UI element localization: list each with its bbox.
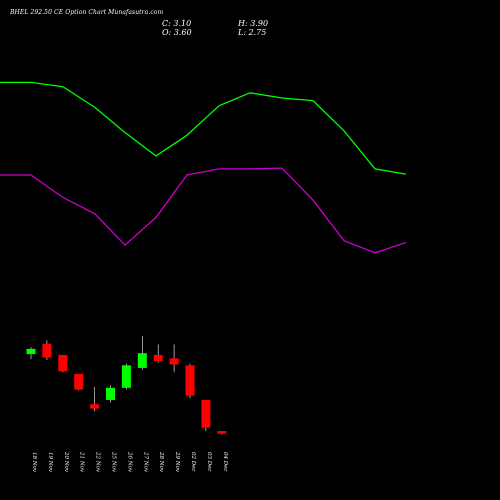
candle-up bbox=[26, 348, 36, 355]
high-value: H: 3.90 bbox=[238, 19, 269, 28]
candle-down bbox=[169, 358, 179, 365]
x-tick-label: 04 Dec bbox=[222, 452, 228, 472]
candle-down bbox=[42, 343, 52, 358]
candle-down bbox=[58, 354, 68, 372]
candle-down bbox=[201, 399, 211, 428]
candle-down bbox=[217, 431, 227, 434]
candle-down bbox=[153, 354, 163, 361]
open-value: O: 3.60 bbox=[162, 28, 192, 37]
chart-title: BHEL 292.50 CE Option Chart Munafasutra.… bbox=[10, 9, 164, 16]
x-tick-label: 19 Nov bbox=[47, 452, 53, 473]
x-tick-label: 20 Nov bbox=[63, 451, 69, 473]
x-tick-label: 28 Nov bbox=[158, 451, 164, 473]
low-value: L: 2.75 bbox=[238, 28, 267, 37]
x-tick-label: 02 Dec bbox=[190, 452, 196, 472]
candle-down bbox=[74, 373, 84, 390]
x-tick-label: 29 Nov bbox=[174, 451, 180, 473]
candle-up bbox=[121, 365, 131, 388]
x-tick-label: 18 Nov bbox=[31, 452, 37, 473]
candle-down bbox=[90, 404, 100, 409]
x-tick-label: 03 Dec bbox=[206, 452, 212, 472]
x-tick-label: 25 Nov bbox=[111, 451, 117, 473]
x-tick-label: 26 Nov bbox=[126, 451, 132, 473]
x-tick-label: 27 Nov bbox=[142, 451, 148, 473]
x-tick-label: 22 Nov bbox=[95, 451, 101, 473]
candle-up bbox=[137, 353, 147, 368]
x-tick-label: 21 Nov bbox=[79, 451, 85, 473]
close-value: C: 3.10 bbox=[162, 19, 192, 28]
lower-band-line bbox=[0, 167, 407, 254]
upper-band-line bbox=[0, 81, 407, 175]
candle-down bbox=[185, 365, 195, 396]
candle-up bbox=[106, 387, 115, 400]
